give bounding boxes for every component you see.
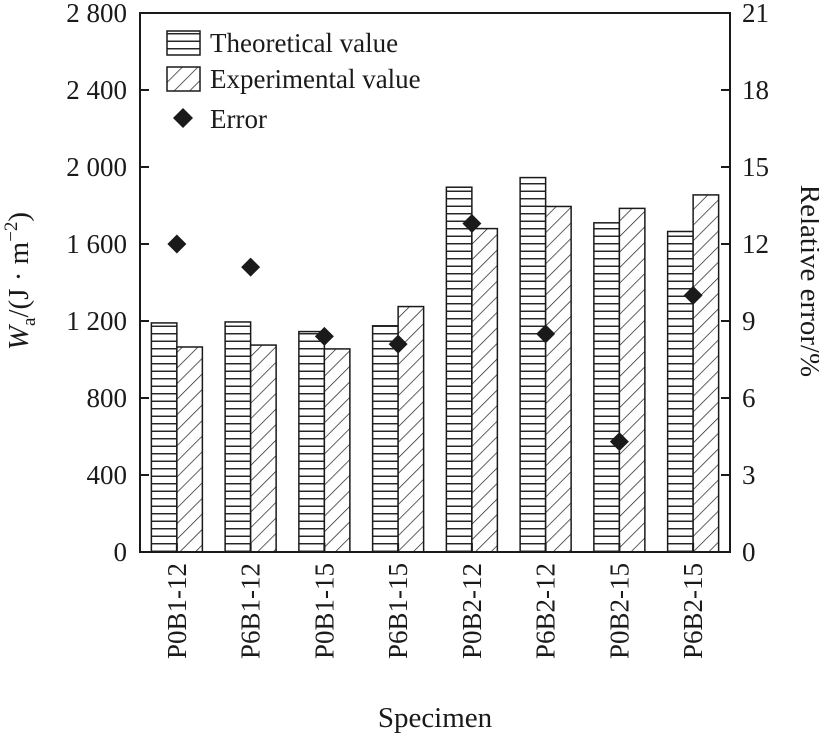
y-axis-title: Wa/(J · m−2) (1, 212, 40, 350)
x-tick-label-P6B2-12: P6B2-12 (531, 563, 561, 659)
y-axis-title-sub: a (19, 317, 40, 326)
bar-theoretical-P6B1-15 (371, 325, 399, 553)
x-tick-label-P6B1-12: P6B1-12 (236, 563, 266, 659)
error-marker-P0B1-15 (314, 326, 334, 346)
y-right-tick-label: 9 (742, 306, 756, 336)
y-right-tick-label: 12 (742, 229, 769, 259)
x-tick-label-P0B2-15: P0B2-15 (604, 563, 634, 659)
legend-swatch-theoretical (166, 30, 201, 56)
error-marker-P0B2-15 (609, 432, 629, 452)
y-tick-label: 1 200 (66, 306, 127, 336)
y-right-tick-label: 6 (742, 383, 756, 413)
legend: Theoretical value Experimental value Err… (166, 28, 421, 134)
error-marker-P0B2-12 (462, 213, 482, 233)
y-tick-label: 800 (87, 383, 128, 413)
legend-marker-error (173, 108, 193, 128)
bar-theoretical-P0B1-12 (150, 322, 178, 553)
bar-experimental-P6B2-12 (544, 205, 572, 553)
bar-theoretical-P6B2-15 (666, 230, 694, 553)
bar-experimental-P0B1-12 (176, 346, 204, 553)
category-labels-layer: P0B1-12 P6B1-12 P0B1-15 P6B1-15 P0B2-12 P6B2-… (162, 563, 708, 659)
y-right-tick-label: 3 (742, 460, 756, 490)
y-axis-right-title: Relative error/% (794, 185, 819, 377)
error-marker-P6B1-15 (388, 334, 408, 354)
bar-experimental-P6B1-12 (249, 344, 277, 553)
bar-experimental-P0B2-12 (471, 227, 499, 553)
bar-experimental-P0B2-15 (618, 207, 646, 553)
x-axis-title: Specimen (378, 702, 493, 734)
axes-layer (139, 12, 731, 553)
y-right-tick-label: 15 (742, 152, 769, 182)
x-tick-label-P0B1-12: P0B1-12 (162, 563, 192, 659)
y-right-tick-label: 18 (742, 75, 769, 105)
error-marker-P6B2-12 (536, 324, 556, 344)
bar-experimental-P0B1-15 (323, 348, 351, 553)
y-tick-label: 2 800 (66, 0, 127, 28)
y-axis-title-base: W (3, 323, 35, 350)
x-tick-label-P0B2-12: P0B2-12 (457, 563, 487, 659)
legend-label-experimental: Experimental value (210, 64, 421, 94)
bar-theoretical-P6B2-12 (519, 176, 547, 553)
error-marker-P6B1-12 (241, 257, 261, 277)
legend-label-theoretical: Theoretical value (210, 28, 398, 58)
bar-theoretical-P0B2-12 (445, 186, 473, 553)
error-markers-layer (167, 213, 703, 452)
plot-frame (139, 12, 731, 553)
legend-item-experimental: Experimental value (166, 64, 421, 94)
y-tick-label: 2 000 (66, 152, 127, 182)
bar-theoretical-P6B1-12 (224, 321, 252, 553)
bar-theoretical-P0B2-15 (593, 222, 621, 553)
bars-layer (150, 176, 720, 553)
y-right-tick-label: 0 (742, 537, 756, 567)
legend-label-error: Error (210, 104, 267, 134)
y-axis-title-close: ) (3, 212, 35, 222)
y-tick-label: 400 (87, 460, 128, 490)
x-tick-label-P0B1-15: P0B1-15 (309, 563, 339, 659)
y-tick-label: 0 (114, 537, 128, 567)
x-tick-label-P6B1-15: P6B1-15 (383, 563, 413, 659)
y-tick-label: 2 400 (66, 75, 127, 105)
legend-item-error: Error (173, 104, 267, 134)
bar-experimental-P6B2-15 (692, 194, 720, 553)
y-axis-title-rest: /(J · m (3, 241, 35, 317)
x-tick-label-P6B2-15: P6B2-15 (678, 563, 708, 659)
y-axis-title-sup: −2 (1, 222, 22, 242)
ticks-layer: 0 400 800 1 200 1 600 2 000 2 400 2 800 0 3 6 9 12 15… (66, 0, 769, 567)
y-right-tick-label: 21 (742, 0, 769, 28)
error-marker-P6B2-15 (683, 285, 703, 305)
error-marker-P0B1-12 (167, 234, 187, 254)
legend-swatch-experimental (166, 66, 201, 92)
legend-item-theoretical: Theoretical value (166, 28, 398, 58)
y-tick-label: 1 600 (66, 229, 127, 259)
bar-theoretical-P0B1-15 (298, 330, 326, 553)
